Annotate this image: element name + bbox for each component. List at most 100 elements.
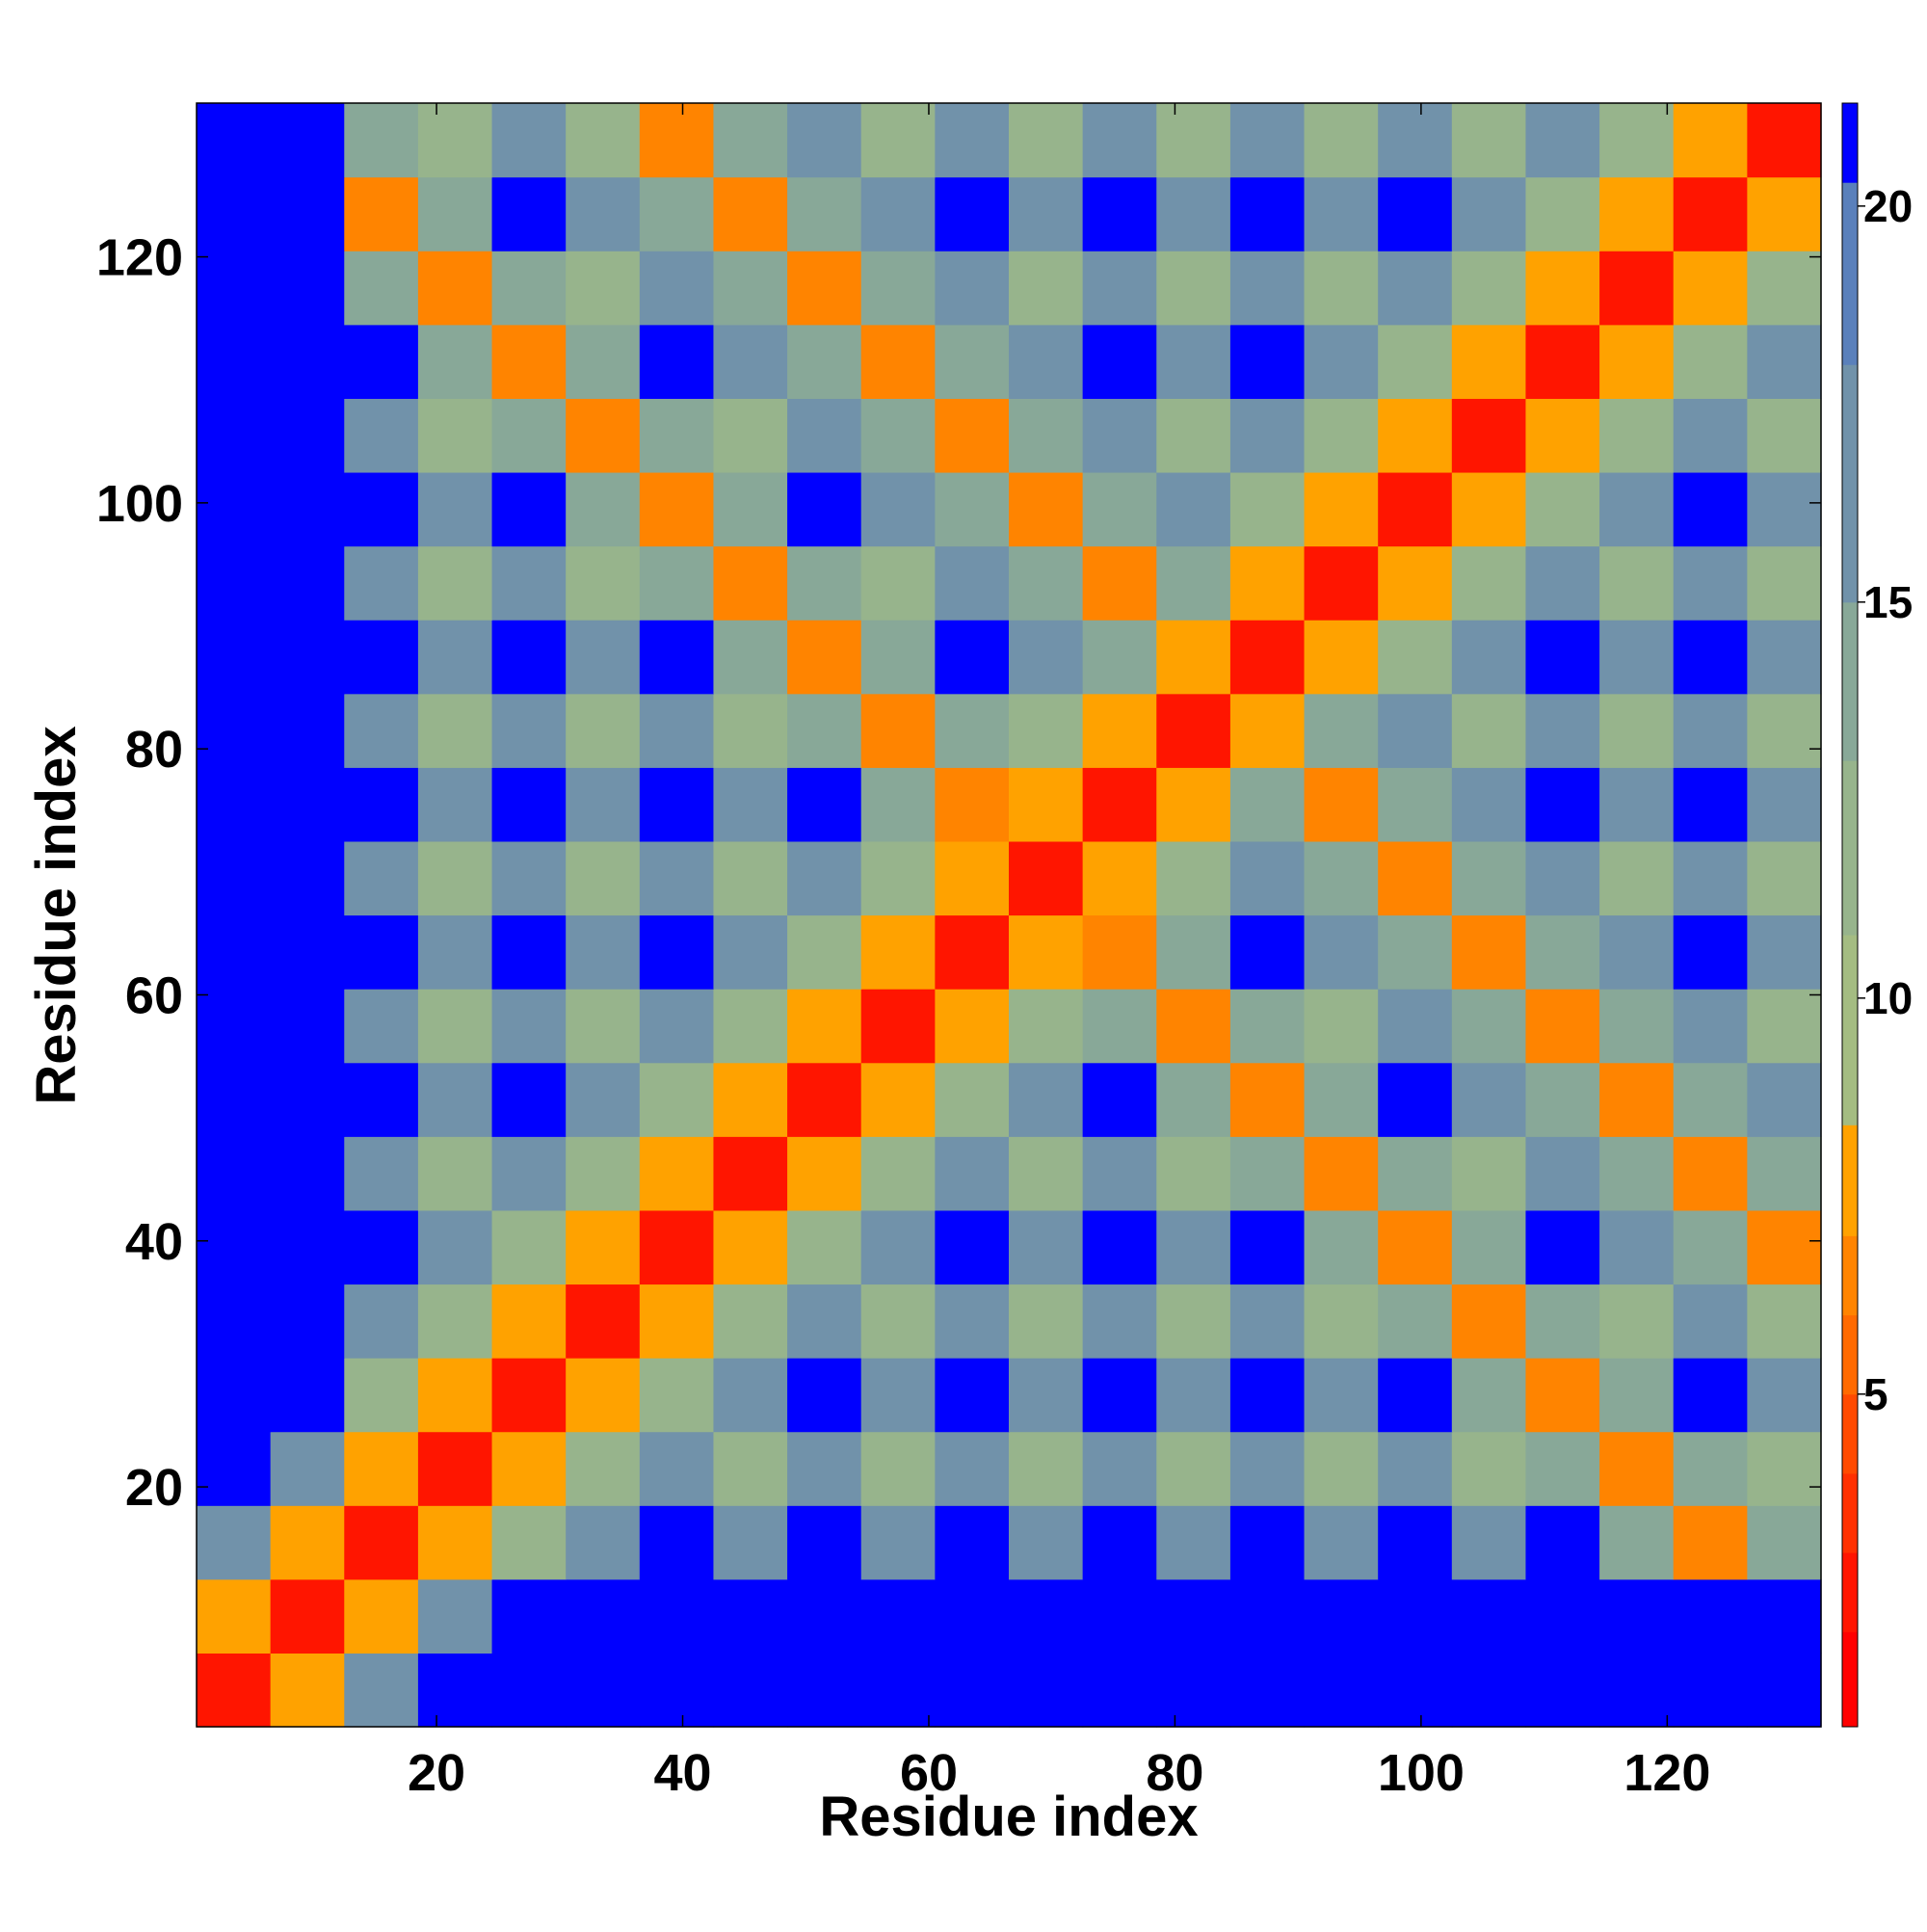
heatmap-cell <box>344 1209 419 1285</box>
heatmap-cell <box>1304 989 1379 1064</box>
heatmap-cell <box>417 1209 493 1285</box>
heatmap-cell <box>491 1284 567 1359</box>
heatmap-cell <box>1378 176 1453 251</box>
heatmap-cell <box>270 1209 345 1285</box>
heatmap-cell <box>1673 693 1748 768</box>
heatmap-cell <box>1599 914 1675 990</box>
heatmap-cell <box>417 914 493 990</box>
heatmap-cell <box>1009 471 1084 547</box>
heatmap-cell <box>1156 914 1231 990</box>
heatmap-cell <box>417 989 493 1064</box>
heatmap-cell <box>860 1209 936 1285</box>
heatmap-cell <box>1304 251 1379 326</box>
heatmap-cell <box>491 1431 567 1506</box>
heatmap-cell <box>1451 1653 1527 1728</box>
heatmap-cell <box>1599 324 1675 399</box>
heatmap-cell <box>417 324 493 399</box>
heatmap-cell <box>197 840 272 916</box>
heatmap-cell <box>713 914 788 990</box>
heatmap-cell <box>860 1431 936 1506</box>
heatmap-cell <box>860 1358 936 1433</box>
heatmap-cell <box>1673 398 1748 473</box>
heatmap-cell <box>713 1505 788 1580</box>
heatmap-cell <box>1599 1062 1675 1137</box>
heatmap-cell <box>1599 767 1675 842</box>
heatmap-cell <box>1304 1284 1379 1359</box>
heatmap-cell <box>1304 1209 1379 1285</box>
heatmap-cell <box>491 1136 567 1211</box>
heatmap-cell <box>1009 620 1084 695</box>
heatmap-cell <box>860 103 936 178</box>
heatmap-cell <box>1009 1358 1084 1433</box>
heatmap-cell <box>1673 1431 1748 1506</box>
heatmap-cell <box>1009 1062 1084 1137</box>
heatmap-cell <box>639 471 715 547</box>
heatmap-cell <box>1599 471 1675 547</box>
heatmap-cell <box>860 1653 936 1728</box>
heatmap-cell <box>860 176 936 251</box>
heatmap-cell <box>1156 324 1231 399</box>
heatmap-cell <box>1229 1578 1306 1654</box>
heatmap-cell <box>1229 767 1306 842</box>
heatmap-cell <box>1525 989 1600 1064</box>
heatmap-cell <box>639 1062 715 1137</box>
heatmap-cell <box>713 767 788 842</box>
heatmap-cell <box>713 1136 788 1211</box>
heatmap-cell <box>270 914 345 990</box>
heatmap-cell <box>566 1653 641 1728</box>
heatmap-cell <box>491 471 567 547</box>
heatmap-cell <box>1082 620 1157 695</box>
heatmap-cell <box>1451 1062 1527 1137</box>
heatmap-cell <box>566 545 641 621</box>
heatmap-cell <box>935 1209 1010 1285</box>
heatmap-cell <box>1304 693 1379 768</box>
heatmap-cell <box>1599 398 1675 473</box>
heatmap-cell <box>344 1136 419 1211</box>
heatmap-cell <box>713 1431 788 1506</box>
heatmap-cell <box>935 1136 1010 1211</box>
heatmap-cell <box>1599 1653 1675 1728</box>
heatmap-cell <box>1378 324 1453 399</box>
heatmap-cell <box>1747 1136 1822 1211</box>
heatmap-cell <box>344 1358 419 1433</box>
heatmap-cell <box>1229 398 1306 473</box>
heatmap-cell <box>417 176 493 251</box>
heatmap-cell <box>860 251 936 326</box>
heatmap-cell <box>197 1284 272 1359</box>
heatmap-cell <box>1747 1062 1822 1137</box>
heatmap-cell <box>344 176 419 251</box>
heatmap-cell <box>639 1136 715 1211</box>
heatmap-cell <box>1156 176 1231 251</box>
heatmap-cell <box>491 1358 567 1433</box>
heatmap-cell <box>639 989 715 1064</box>
heatmap-cell <box>1229 1505 1306 1580</box>
heatmap-cell <box>1451 840 1527 916</box>
heatmap-cell <box>1525 1136 1600 1211</box>
heatmap-cell <box>197 989 272 1064</box>
heatmap-cell <box>1451 989 1527 1064</box>
heatmap-cell <box>787 1284 862 1359</box>
heatmap-cell <box>344 545 419 621</box>
heatmap-cell <box>1304 1062 1379 1137</box>
heatmap-cell <box>1747 176 1822 251</box>
heatmap-cell <box>1304 1136 1379 1211</box>
heatmap-cell <box>566 398 641 473</box>
heatmap-cell <box>197 176 272 251</box>
heatmap-cell <box>1747 324 1822 399</box>
heatmap-cell <box>713 1209 788 1285</box>
heatmap-cell <box>1082 1284 1157 1359</box>
heatmap-cell <box>935 471 1010 547</box>
heatmap-cell <box>1082 545 1157 621</box>
heatmap-cell <box>1229 545 1306 621</box>
heatmap-cell <box>1525 1062 1600 1137</box>
heatmap-cell <box>1747 693 1822 768</box>
heatmap-cell <box>1156 103 1231 178</box>
heatmap-cell <box>1082 914 1157 990</box>
heatmap-cell <box>566 471 641 547</box>
heatmap-cell <box>1451 1358 1527 1433</box>
heatmap-cell <box>1673 1505 1748 1580</box>
heatmap-cell <box>566 1136 641 1211</box>
heatmap-cell <box>1156 1358 1231 1433</box>
heatmap-cell <box>1747 620 1822 695</box>
heatmap-cell <box>270 840 345 916</box>
